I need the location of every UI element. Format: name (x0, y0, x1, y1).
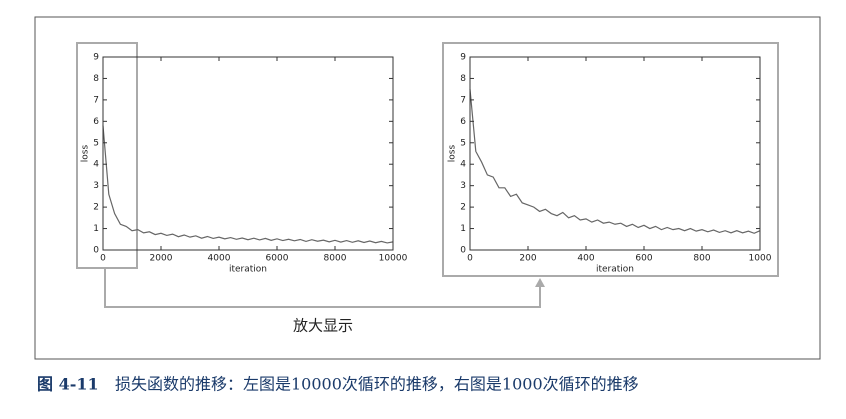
caption: 损失函数的推移：左图是10000次循环的推移，右图是1000次循环的推移 (115, 375, 639, 394)
x-tick-label: 600 (635, 254, 652, 264)
x-tick-label: 200 (519, 254, 536, 264)
zoom-highlight (76, 42, 138, 269)
figure-label: 图 4-11 (37, 375, 99, 394)
y-tick-label: 9 (93, 53, 99, 63)
x-tick-label: 0 (100, 254, 106, 264)
x-tick-label: 8000 (324, 254, 347, 264)
y-tick-label: 8 (460, 74, 466, 84)
figure-border (34, 16, 821, 360)
y-tick-label: 6 (460, 117, 466, 127)
arrow-head (535, 278, 545, 287)
zoom-arrow (104, 269, 541, 308)
y-tick-label: 3 (93, 181, 99, 191)
loss-line (102, 125, 394, 244)
x-tick-label: 800 (693, 254, 710, 264)
y-tick-label: 5 (460, 138, 466, 148)
x-axis-label: iteration (596, 265, 634, 275)
y-axis-label: loss (81, 144, 91, 162)
y-tick-label: 0 (460, 246, 466, 256)
y-tick-label: 7 (460, 95, 466, 105)
y-tick-label: 4 (93, 160, 99, 170)
zoom-box (442, 42, 779, 277)
y-tick-label: 2 (93, 203, 99, 213)
annotation: 放大显示 (293, 317, 353, 335)
y-tick-label: 6 (93, 117, 99, 127)
x-tick-label: 10000 (379, 254, 408, 264)
x-tick-label: 0 (467, 254, 473, 264)
plot-frame (469, 56, 761, 251)
y-tick-label: 1 (460, 224, 466, 234)
y-tick-label: 1 (93, 224, 99, 234)
x-tick-label: 4000 (208, 254, 231, 264)
x-tick-label: 6000 (266, 254, 289, 264)
x-axis-label: iteration (229, 265, 267, 275)
y-tick-label: 4 (460, 160, 466, 170)
x-tick-label: 1000 (749, 254, 772, 264)
y-tick-label: 5 (93, 138, 99, 148)
y-tick-label: 7 (93, 95, 99, 105)
x-tick-label: 400 (577, 254, 594, 264)
plot-frame (102, 56, 394, 251)
y-tick-label: 2 (460, 203, 466, 213)
y-tick-label: 9 (460, 53, 466, 63)
y-tick-label: 3 (460, 181, 466, 191)
y-tick-label: 8 (93, 74, 99, 84)
x-tick-label: 2000 (150, 254, 173, 264)
y-axis-label: loss (448, 144, 458, 162)
y-tick-label: 0 (93, 246, 99, 256)
loss-line (469, 89, 761, 234)
